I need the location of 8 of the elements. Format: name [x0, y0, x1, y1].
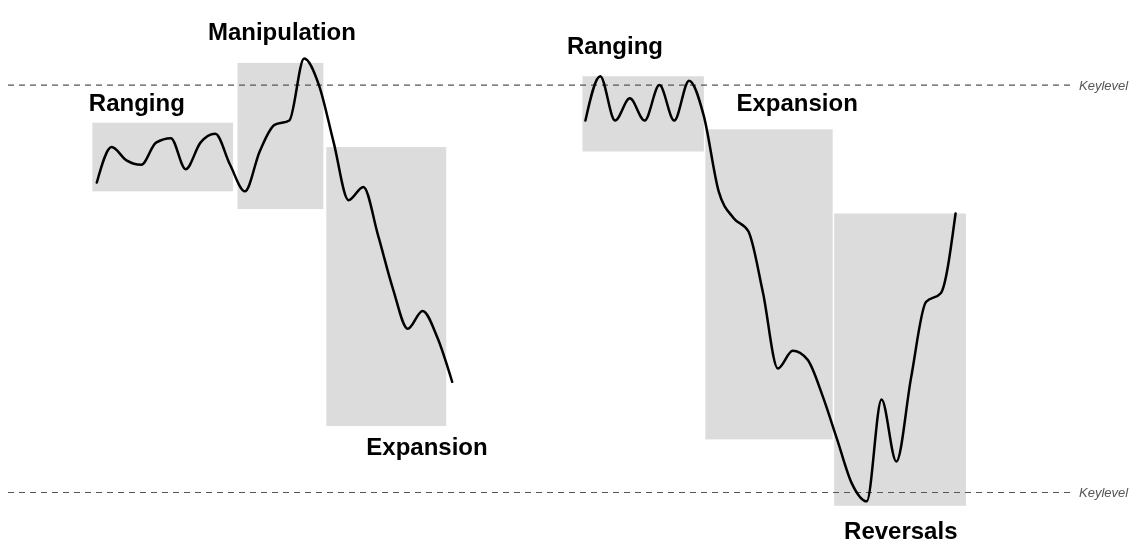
annotation: Expansion: [736, 89, 858, 117]
annotation: Expansion: [366, 432, 488, 460]
text: Manipulation: [207, 18, 356, 46]
ref-line-label: Keylevel: [1079, 77, 1130, 93]
annotation: Ranging: [567, 31, 664, 59]
ref-line-label: Keylevel: [1079, 485, 1130, 501]
text: Reversals: [844, 517, 958, 545]
annotation: Ranging: [88, 89, 185, 117]
